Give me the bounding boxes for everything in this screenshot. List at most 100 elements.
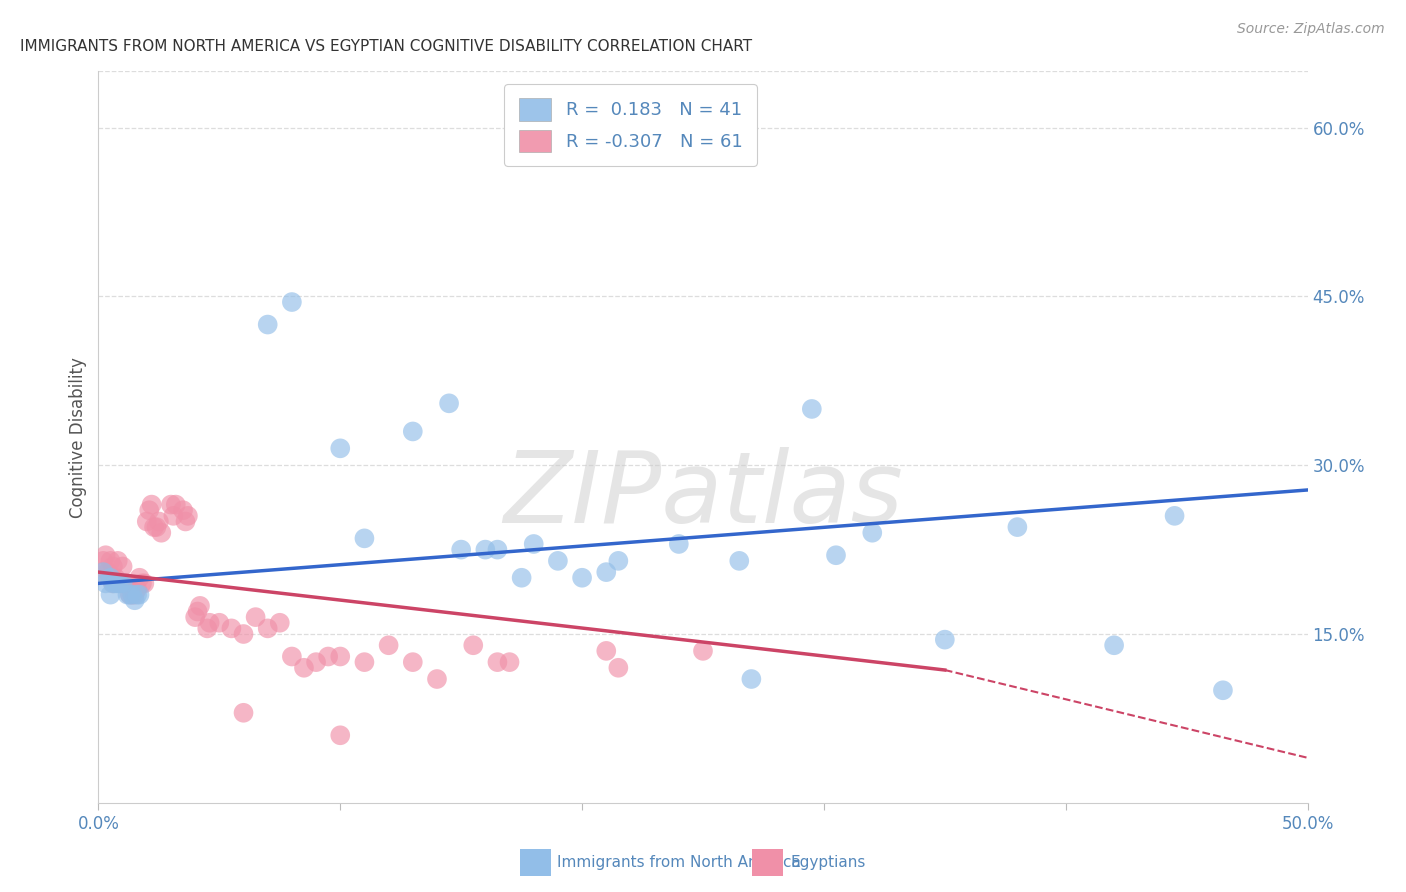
Point [245,610,267,624]
Point [256,621,278,635]
Y-axis label: Cognitive Disability: Cognitive Disability [69,357,87,517]
Point [138,503,160,517]
Point [547,554,569,568]
Point [188,599,211,613]
Point [353,532,375,546]
Point [131,576,153,591]
Point [101,559,124,574]
Point [101,576,124,591]
Point [825,548,848,562]
Point [232,706,254,720]
Point [141,498,163,512]
Point [668,537,690,551]
Point [111,559,134,574]
Point [281,649,304,664]
Point [90,565,112,579]
Point [486,542,509,557]
Point [486,655,509,669]
Point [329,442,352,456]
Point [148,515,170,529]
Point [316,649,339,664]
Point [1212,683,1234,698]
Point [595,644,617,658]
Point [104,576,127,591]
Point [107,576,129,591]
Text: Egyptians: Egyptians [790,855,866,870]
Point [692,644,714,658]
Point [353,655,375,669]
Point [143,520,166,534]
Point [111,576,134,591]
Point [174,515,197,529]
Point [437,396,460,410]
Point [1163,508,1185,523]
Point [150,525,173,540]
Point [104,571,127,585]
Point [128,571,150,585]
Point [305,655,328,669]
Point [292,661,315,675]
Point [377,638,399,652]
Point [118,588,141,602]
Text: Source: ZipAtlas.com: Source: ZipAtlas.com [1237,22,1385,37]
Point [728,554,751,568]
Point [121,588,143,602]
Point [118,588,141,602]
Point [510,571,533,585]
Point [607,554,630,568]
Point [269,615,291,630]
Point [463,638,485,652]
Point [184,610,207,624]
Point [108,576,131,591]
Point [114,576,136,591]
Point [127,582,149,596]
Point [135,515,157,529]
Point [94,548,117,562]
Point [172,503,194,517]
Point [860,525,883,540]
Point [127,588,149,602]
Point [128,588,150,602]
Point [1007,520,1029,534]
Point [100,554,122,568]
Point [198,615,221,630]
Point [329,728,352,742]
Point [162,508,184,523]
Point [160,498,183,512]
Point [474,542,496,557]
Point [595,565,617,579]
Point [121,588,143,602]
Point [100,571,122,585]
Point [426,672,449,686]
Text: Immigrants from North America: Immigrants from North America [557,855,800,870]
Point [91,565,114,579]
Point [134,576,156,591]
Point [208,615,231,630]
Point [108,576,131,591]
Text: IMMIGRANTS FROM NORTH AMERICA VS EGYPTIAN COGNITIVE DISABILITY CORRELATION CHART: IMMIGRANTS FROM NORTH AMERICA VS EGYPTIA… [20,38,752,54]
Point [100,588,122,602]
Point [117,576,139,591]
Point [101,576,124,591]
Legend: R =  0.183   N = 41, R = -0.307   N = 61: R = 0.183 N = 41, R = -0.307 N = 61 [505,84,756,166]
Point [187,605,209,619]
Point [107,554,129,568]
Point [329,649,352,664]
Point [232,627,254,641]
Text: ZIPatlas: ZIPatlas [503,447,903,544]
Point [571,571,593,585]
Point [91,554,114,568]
Point [450,542,472,557]
Point [124,588,146,602]
Point [800,401,823,416]
Point [498,655,520,669]
Point [195,621,218,635]
Point [281,295,304,310]
Point [1102,638,1125,652]
Point [740,672,762,686]
Point [402,655,425,669]
Point [124,593,146,607]
Point [523,537,546,551]
Point [607,661,630,675]
Point [221,621,243,635]
